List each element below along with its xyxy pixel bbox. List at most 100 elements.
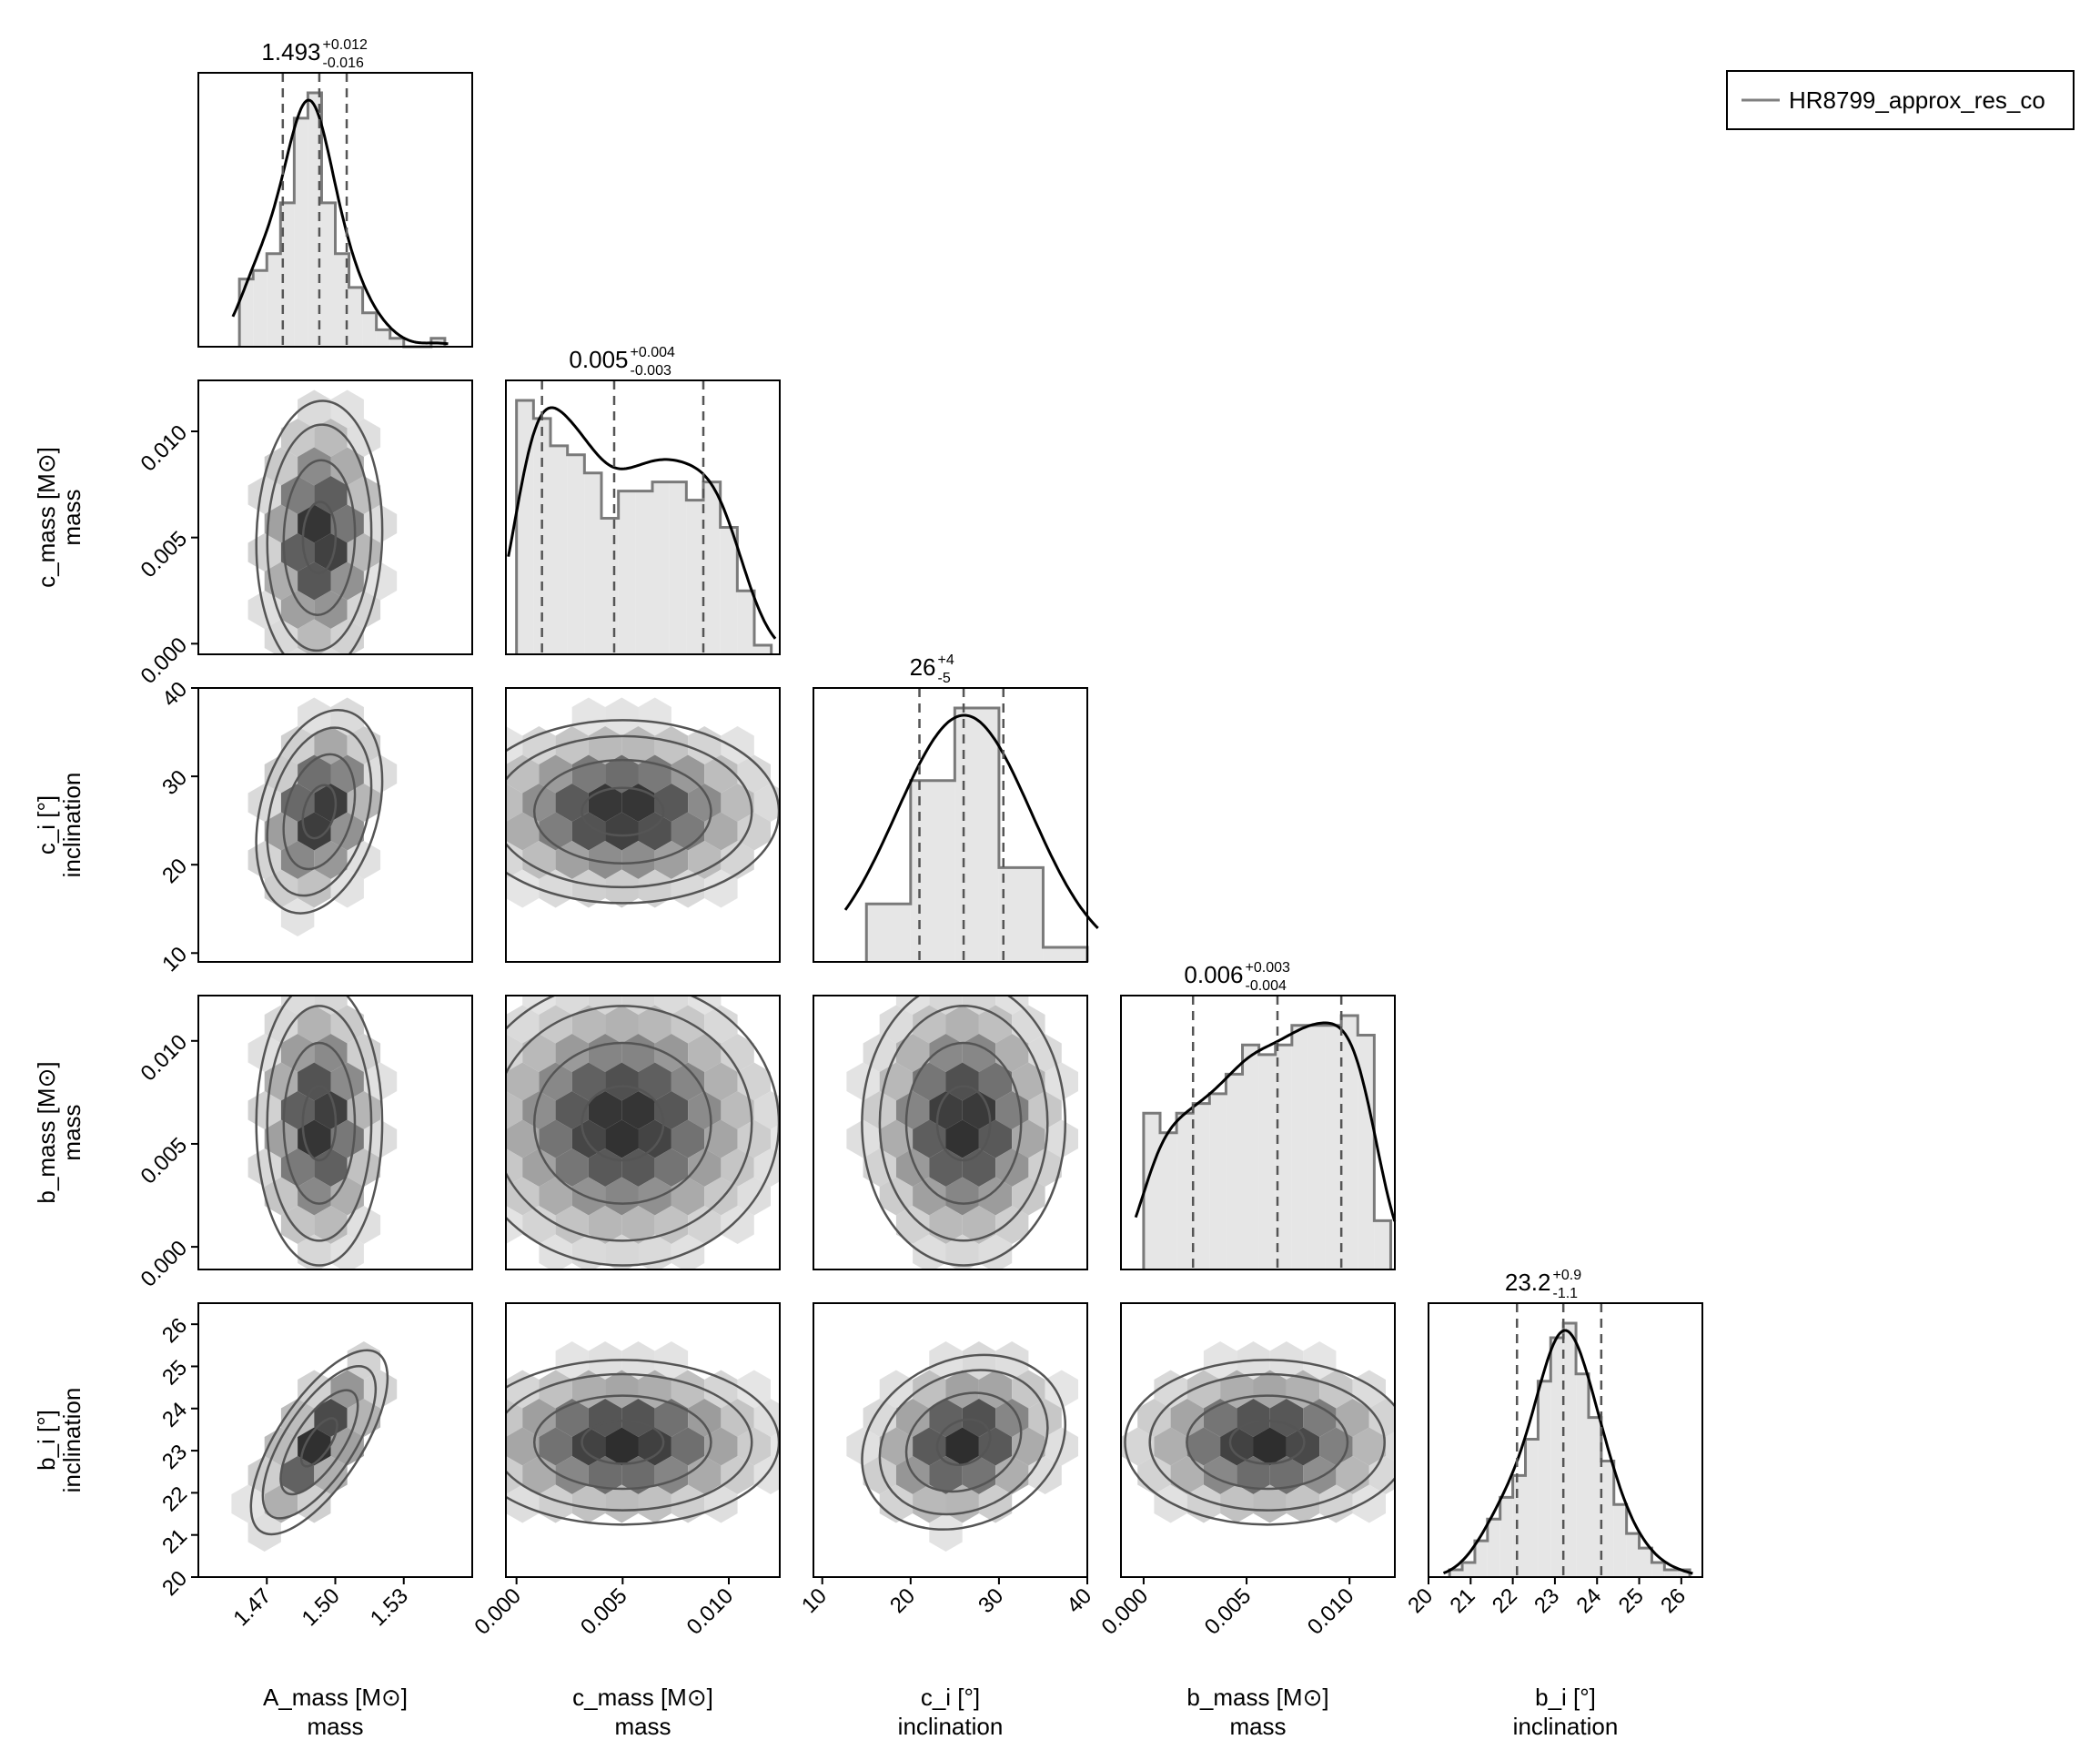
hex-bin [588,1399,622,1437]
hex-bin [962,1091,996,1129]
hist-bar [1677,1570,1691,1577]
contour-line [249,1349,389,1536]
hex-bin [280,726,315,764]
hist-bar [669,481,687,654]
hex-bin [506,1119,540,1158]
hist-bar [954,708,999,962]
hex-bin [737,1119,771,1158]
hist-bar [294,117,308,347]
hex-bin [879,1005,914,1044]
hist-bar [910,780,955,962]
hex-bin [506,1427,540,1466]
hist-bar [1576,1373,1589,1577]
hex-bin [638,869,671,908]
x-tick-label: 0.000 [469,1583,526,1640]
contour-line [261,1364,378,1520]
y-axis-label: b_mass [M⊙] [33,1061,60,1203]
hist-bar [1341,1016,1358,1269]
hex-bin [1386,1431,1395,1462]
kde-curve [1442,1329,1693,1575]
hex-bin [506,784,523,822]
hex-bin [571,697,606,736]
hex-bin [671,1427,705,1466]
x-axis-label: b_i [°] [1535,1684,1596,1711]
hex-bin [1220,1370,1254,1409]
hex-bin [1045,1119,1078,1158]
x-tick-label: 25 [1614,1583,1649,1618]
hex-bin [1253,1427,1287,1466]
hex-bin [945,1234,979,1269]
x-tick-label: 0.010 [682,1583,739,1640]
contour-line [506,1372,753,1512]
contour-line [266,1005,373,1242]
hex-bin [264,619,298,654]
hex-bin [605,1234,639,1269]
hist-bar [1538,1381,1551,1577]
hex-bin [473,755,506,794]
y-axis-1: 0.000 0.005 0.010 c_mass [M⊙]mass [33,420,198,689]
x-axis-group: inclination [1513,1713,1619,1740]
hex-bin [945,1370,979,1409]
hex-bin [330,697,364,736]
hex-bin [280,476,315,514]
hex-bin [945,1427,979,1466]
hist-bar [1291,1025,1308,1269]
x-tick-label: 0.005 [576,1583,632,1640]
hist-bar [1588,1417,1601,1577]
y-tick-label: 30 [157,765,192,800]
hex-bin [330,869,364,908]
contour-line [532,1041,712,1205]
hex-bin [962,1206,996,1244]
hex-bin [945,1177,979,1216]
hist-bar [321,202,336,347]
panel-title-plus: +0.004 [631,345,675,360]
panel-title-plus: +4 [938,652,954,668]
hex-bin [555,1341,589,1380]
hex-bin [605,1177,639,1216]
hex-bin [737,1427,771,1466]
hist-bar [754,645,772,654]
panel-title-median: 23.2 [1505,1269,1551,1296]
hex-bin [314,1091,348,1129]
hex-bin [1303,1456,1337,1494]
diag-frame [1120,995,1396,1270]
hist-bar [1242,1045,1259,1269]
hex-bin [638,1177,671,1216]
hex-bin [588,841,622,879]
hex-bin [555,1148,589,1187]
contour-line [935,1085,992,1162]
hex-bin [247,1456,281,1494]
hex-bin [753,1399,780,1437]
hist-bar [1462,1563,1475,1577]
hex-bin [298,812,331,851]
hex-bin [945,1119,979,1158]
hist-bar [1374,1220,1391,1269]
hist-bar [376,329,390,347]
hex-bin [704,754,738,794]
hist-bar [1487,1519,1500,1577]
panel-title-minus: -1.1 [1553,1286,1579,1301]
hex-bin [280,1399,315,1437]
hex-bin [1303,1341,1337,1380]
hex-bin [671,1370,705,1409]
hex-bin [588,1148,622,1187]
panel-content [247,996,398,1269]
pair-panel-0-4 [197,1302,473,1578]
contour-line [255,709,384,915]
x-axis-group: mass [614,1713,671,1740]
contour-line [282,753,357,871]
contour-line [282,459,357,616]
hex-bin [1269,1456,1304,1494]
hex-bin [506,1062,540,1101]
hex-bin [506,1370,540,1409]
hist-bar [1600,1461,1614,1577]
hist-bar [720,527,738,654]
hex-bin [571,754,606,794]
contour-line [532,1394,712,1491]
hex-bin [605,1119,639,1158]
x-tick-label: 22 [1488,1583,1522,1618]
hist-bar [1358,1035,1375,1269]
pair-frame [197,379,473,655]
panel-title-median: 0.006 [1184,961,1243,988]
hex-bin [298,619,331,654]
